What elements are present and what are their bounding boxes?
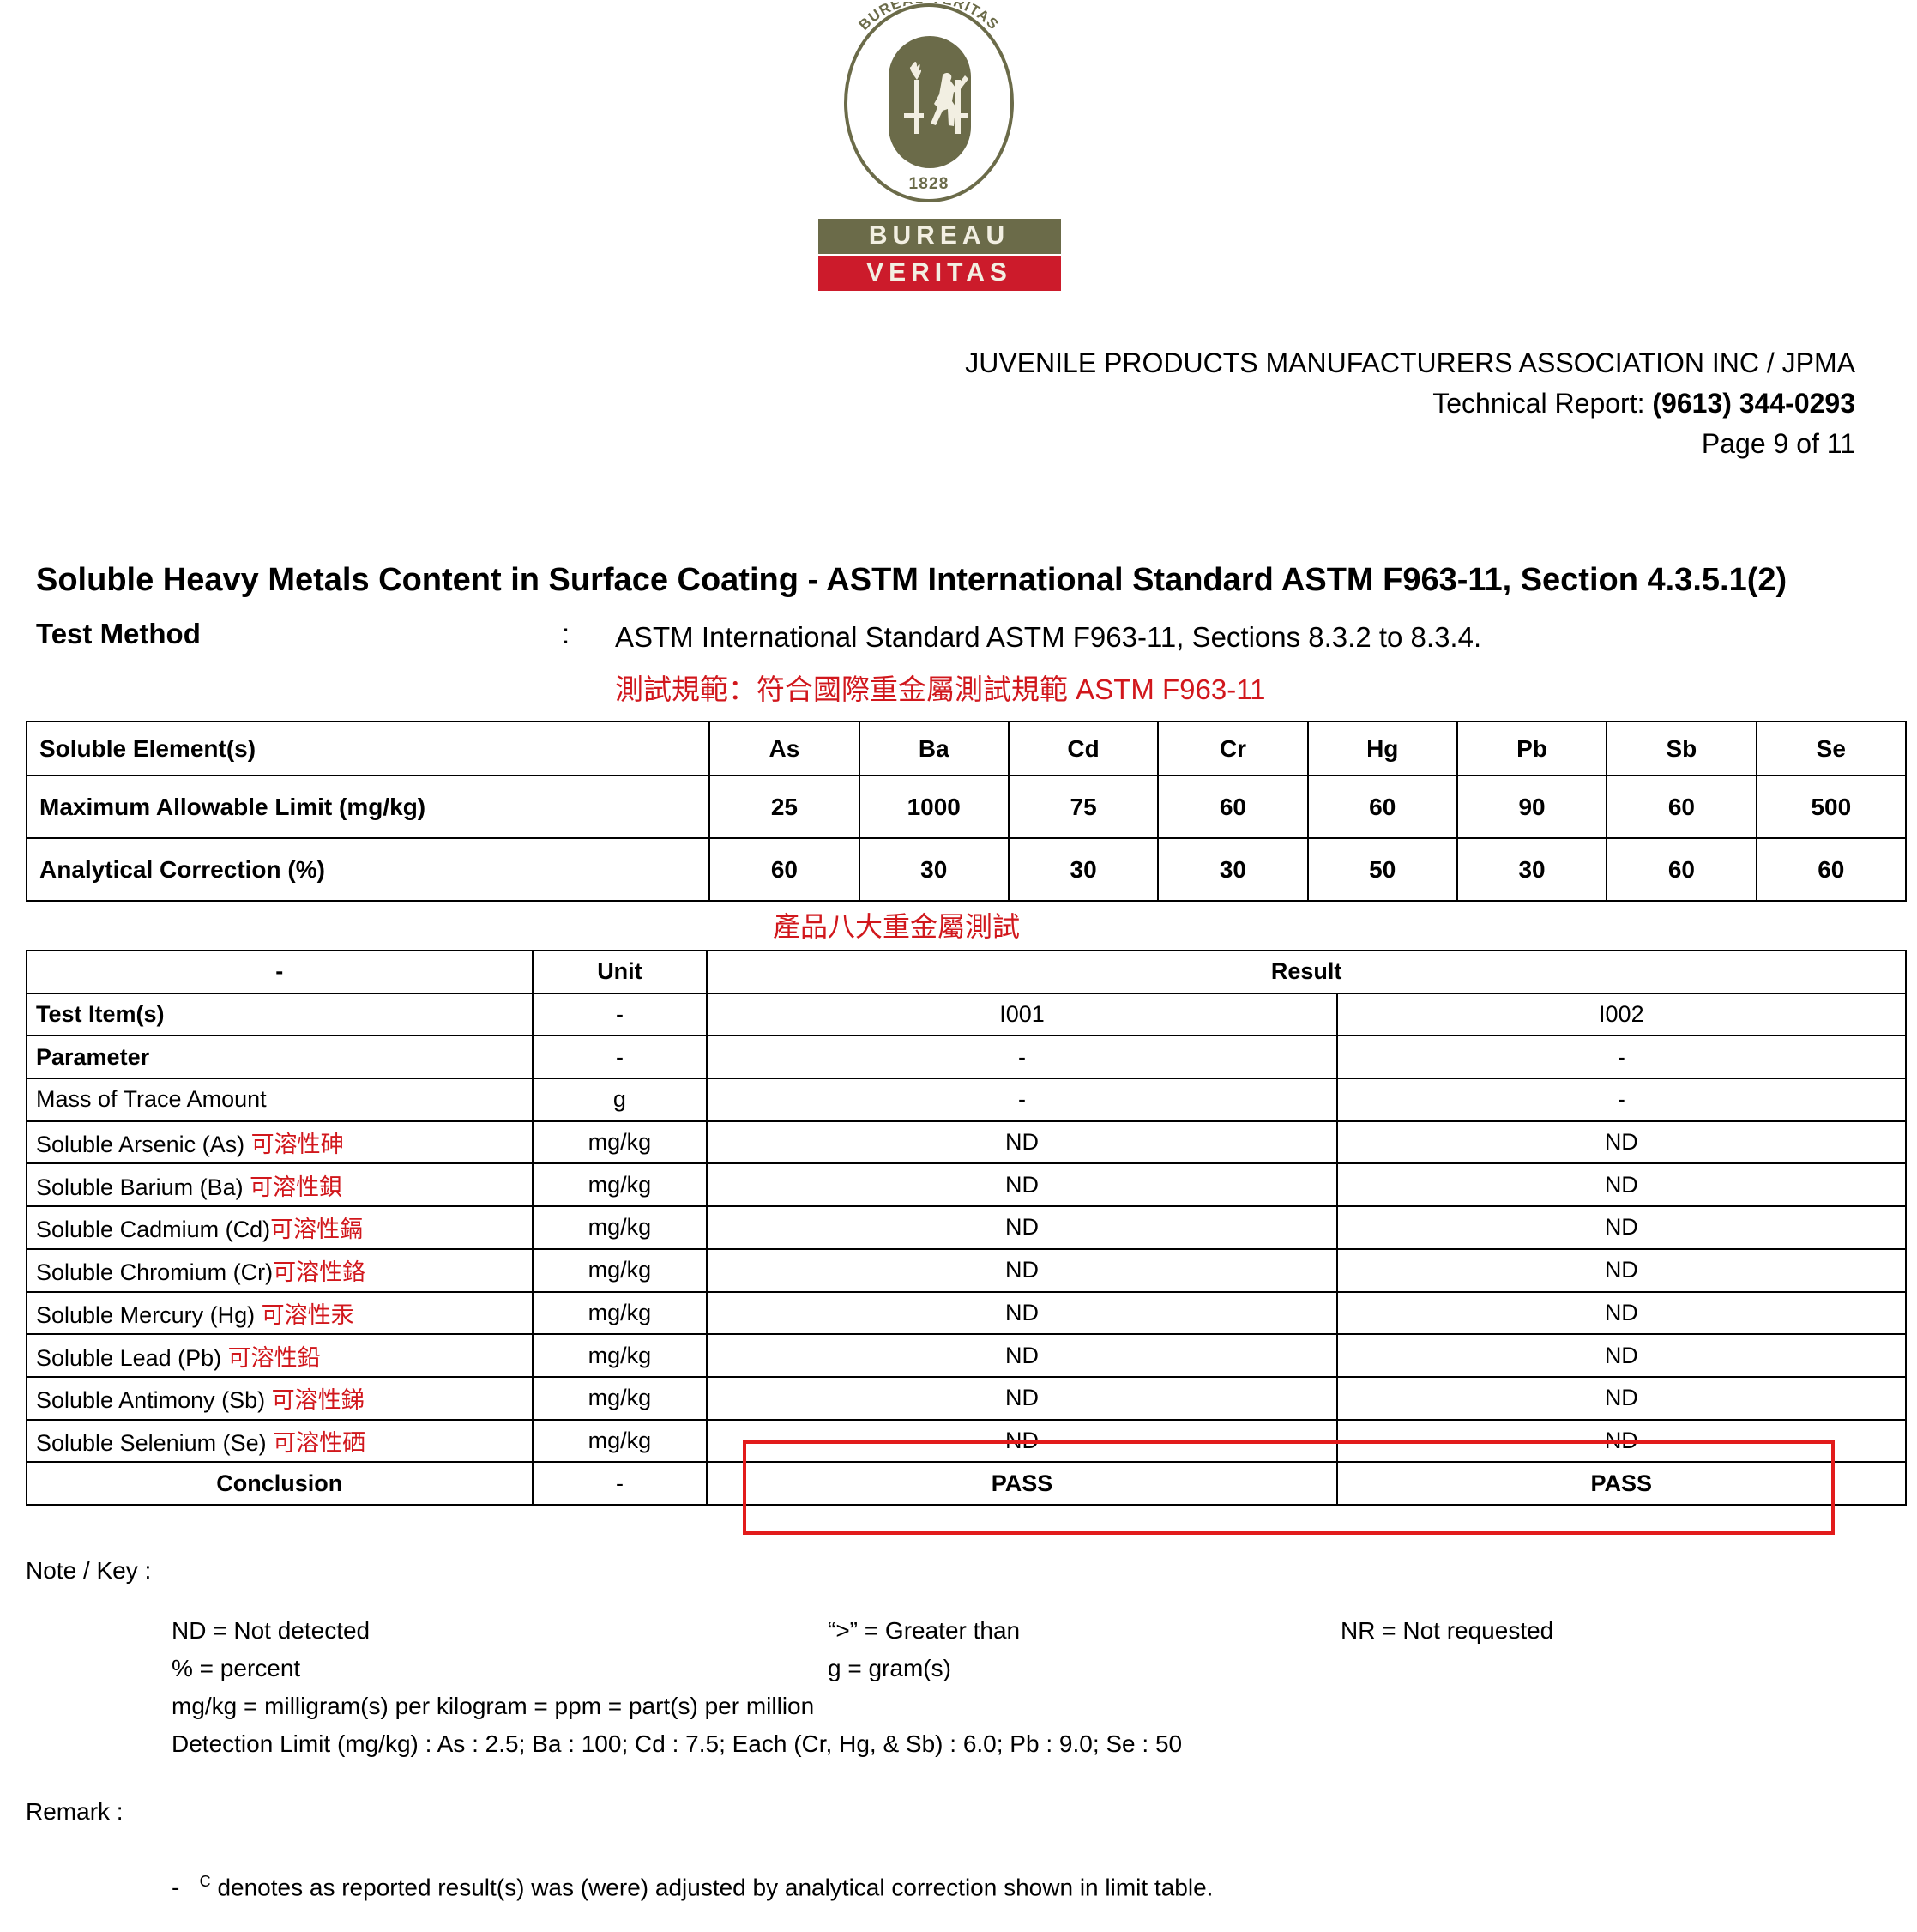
svg-text:1828: 1828 [908,175,949,193]
svg-text:VERITAS: VERITAS [866,258,1012,287]
svg-text:BUREAU: BUREAU [869,221,1010,250]
